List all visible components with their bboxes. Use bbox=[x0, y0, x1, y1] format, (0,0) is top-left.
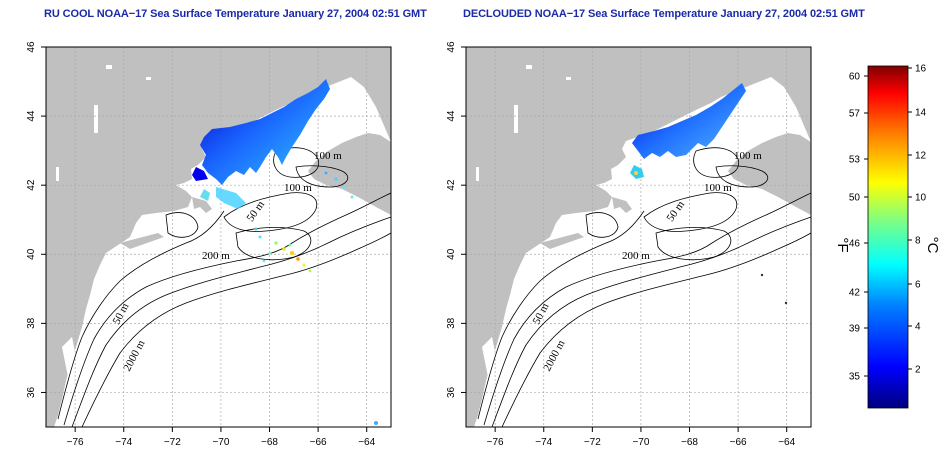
fahrenheit-unit-label: °F bbox=[834, 237, 851, 252]
c-tick-label-1: 14 bbox=[915, 108, 927, 119]
c-tick-label-4: 8 bbox=[915, 236, 921, 247]
colorbar-fahrenheit-ticks: 60 57 53 50 46 42 39 35 bbox=[849, 72, 868, 383]
c-tick-label-2: 12 bbox=[915, 151, 927, 162]
left-y-tick-label-5: 46 bbox=[26, 41, 37, 53]
left-y-tick-label-3: 42 bbox=[26, 179, 37, 191]
left-label-100m-b: 100 m bbox=[284, 182, 312, 194]
left-y-tick-label-2: 40 bbox=[26, 248, 37, 260]
f-tick-label-4: 46 bbox=[849, 239, 861, 250]
f-tick-label-3: 50 bbox=[849, 193, 861, 204]
left-map-title: RU COOL NOAA−17 Sea Surface Temperature … bbox=[44, 8, 427, 20]
right-x-tick-label-4: −68 bbox=[681, 437, 698, 448]
celsius-unit-label: °C bbox=[924, 237, 941, 254]
right-y-tick-label-1: 38 bbox=[446, 317, 457, 329]
right-y-tick-label-0: 36 bbox=[446, 386, 457, 398]
right-x-tick-label-5: −66 bbox=[730, 437, 747, 448]
colorbar-celsius-ticks: 16 14 12 10 8 6 4 2 bbox=[908, 64, 927, 376]
right-map-frame bbox=[465, 46, 812, 428]
left-y-tick-label-0: 36 bbox=[26, 386, 37, 398]
left-sst-field bbox=[192, 79, 378, 425]
right-x-tick-label-1: −74 bbox=[535, 437, 552, 448]
left-label-200m: 200 m bbox=[202, 250, 230, 262]
c-tick-label-3: 10 bbox=[915, 193, 927, 204]
left-y-tick-label-4: 44 bbox=[26, 110, 37, 122]
f-tick-label-5: 42 bbox=[849, 288, 861, 299]
right-x-tick-label-2: −72 bbox=[584, 437, 601, 448]
right-y-tick-label-3: 42 bbox=[446, 179, 457, 191]
right-axis-ticks: −76 −74 −72 −70 −68 −66 −64 36 38 40 42 44 46 bbox=[446, 41, 796, 448]
f-tick-label-2: 53 bbox=[849, 155, 861, 166]
right-x-tick-label-6: −64 bbox=[778, 437, 795, 448]
f-tick-label-1: 57 bbox=[849, 109, 861, 120]
f-tick-label-6: 39 bbox=[849, 324, 861, 335]
left-x-tick-label-4: −68 bbox=[261, 437, 278, 448]
right-map-panel: 100 m 100 m 50 m 200 m 50 m 2000 m −76 −7… bbox=[446, 41, 812, 448]
left-label-100m-a: 100 m bbox=[314, 150, 342, 162]
left-y-tick-label-1: 38 bbox=[26, 317, 37, 329]
left-x-tick-label-2: −72 bbox=[164, 437, 181, 448]
right-y-tick-label-4: 44 bbox=[446, 110, 457, 122]
right-sst-field bbox=[630, 83, 788, 305]
left-x-tick-label-3: −70 bbox=[212, 437, 229, 448]
right-label-100m-a: 100 m bbox=[734, 150, 762, 162]
c-tick-label-5: 6 bbox=[915, 280, 921, 291]
f-tick-label-0: 60 bbox=[849, 72, 861, 83]
left-x-tick-label-6: −64 bbox=[358, 437, 375, 448]
c-tick-label-0: 16 bbox=[915, 64, 927, 75]
right-y-tick-label-5: 46 bbox=[446, 41, 457, 53]
f-tick-label-7: 35 bbox=[849, 372, 861, 383]
right-x-tick-label-0: −76 bbox=[487, 437, 504, 448]
left-grid bbox=[46, 46, 391, 427]
right-label-200m: 200 m bbox=[622, 250, 650, 262]
c-tick-label-6: 4 bbox=[915, 322, 921, 333]
left-x-tick-label-0: −76 bbox=[67, 437, 84, 448]
left-axis-ticks: −76 −74 −72 −70 −68 −66 −64 36 38 40 42 44 46 bbox=[26, 41, 376, 448]
left-map-frame bbox=[45, 46, 392, 428]
colorbar-gradient bbox=[867, 65, 909, 409]
right-map-title: DECLOUDED NOAA−17 Sea Surface Temperatur… bbox=[463, 8, 865, 20]
left-x-tick-label-5: −66 bbox=[310, 437, 327, 448]
right-y-tick-label-2: 40 bbox=[446, 248, 457, 260]
left-map-panel: 100 m 100 m 50 m 200 m 50 m 2000 m −76 −7… bbox=[26, 41, 392, 448]
right-x-tick-label-3: −70 bbox=[632, 437, 649, 448]
c-tick-label-7: 2 bbox=[915, 365, 921, 376]
left-x-tick-label-1: −74 bbox=[115, 437, 132, 448]
right-label-100m-b: 100 m bbox=[704, 182, 732, 194]
